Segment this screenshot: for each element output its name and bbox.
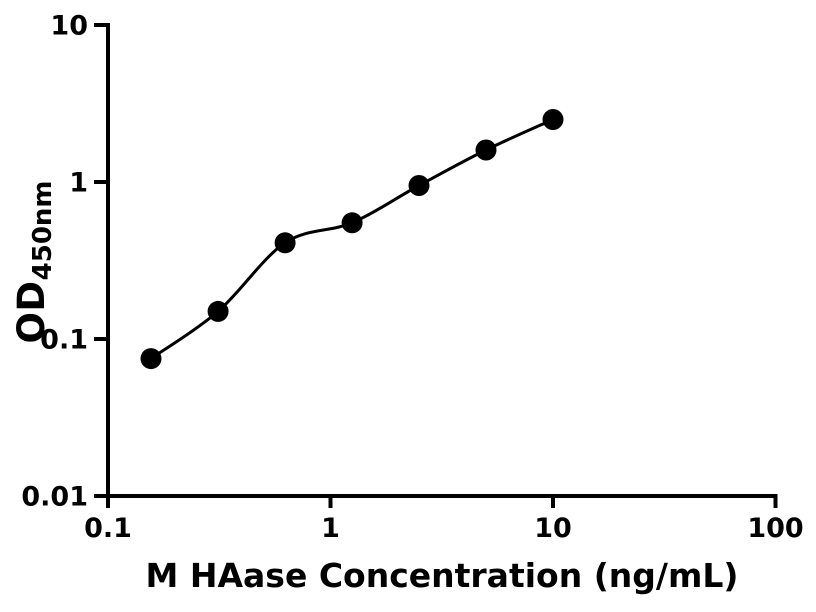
y-axis-title-subscript: 450nm <box>28 180 58 281</box>
y-tick-label: 1 <box>69 168 88 199</box>
y-axis-title-main: OD <box>10 280 53 344</box>
x-tick-label: 1 <box>321 513 340 544</box>
x-axis-title: M HAase Concentration (ng/mL) <box>145 556 739 595</box>
y-tick-label: 10 <box>50 11 88 42</box>
data-point <box>542 109 564 130</box>
data-point <box>341 212 363 234</box>
data-point <box>274 232 296 254</box>
data-point <box>408 175 430 196</box>
x-tick-label: 10 <box>534 513 572 544</box>
data-point <box>207 300 229 322</box>
data-point <box>475 139 497 161</box>
y-tick-label: 0.1 <box>40 325 88 356</box>
y-axis-title: OD450nm <box>10 180 58 343</box>
x-tick-label: 0.1 <box>84 513 132 544</box>
x-tick-label: 100 <box>747 513 803 544</box>
data-point <box>140 348 162 370</box>
y-tick-label: 0.01 <box>21 482 88 513</box>
